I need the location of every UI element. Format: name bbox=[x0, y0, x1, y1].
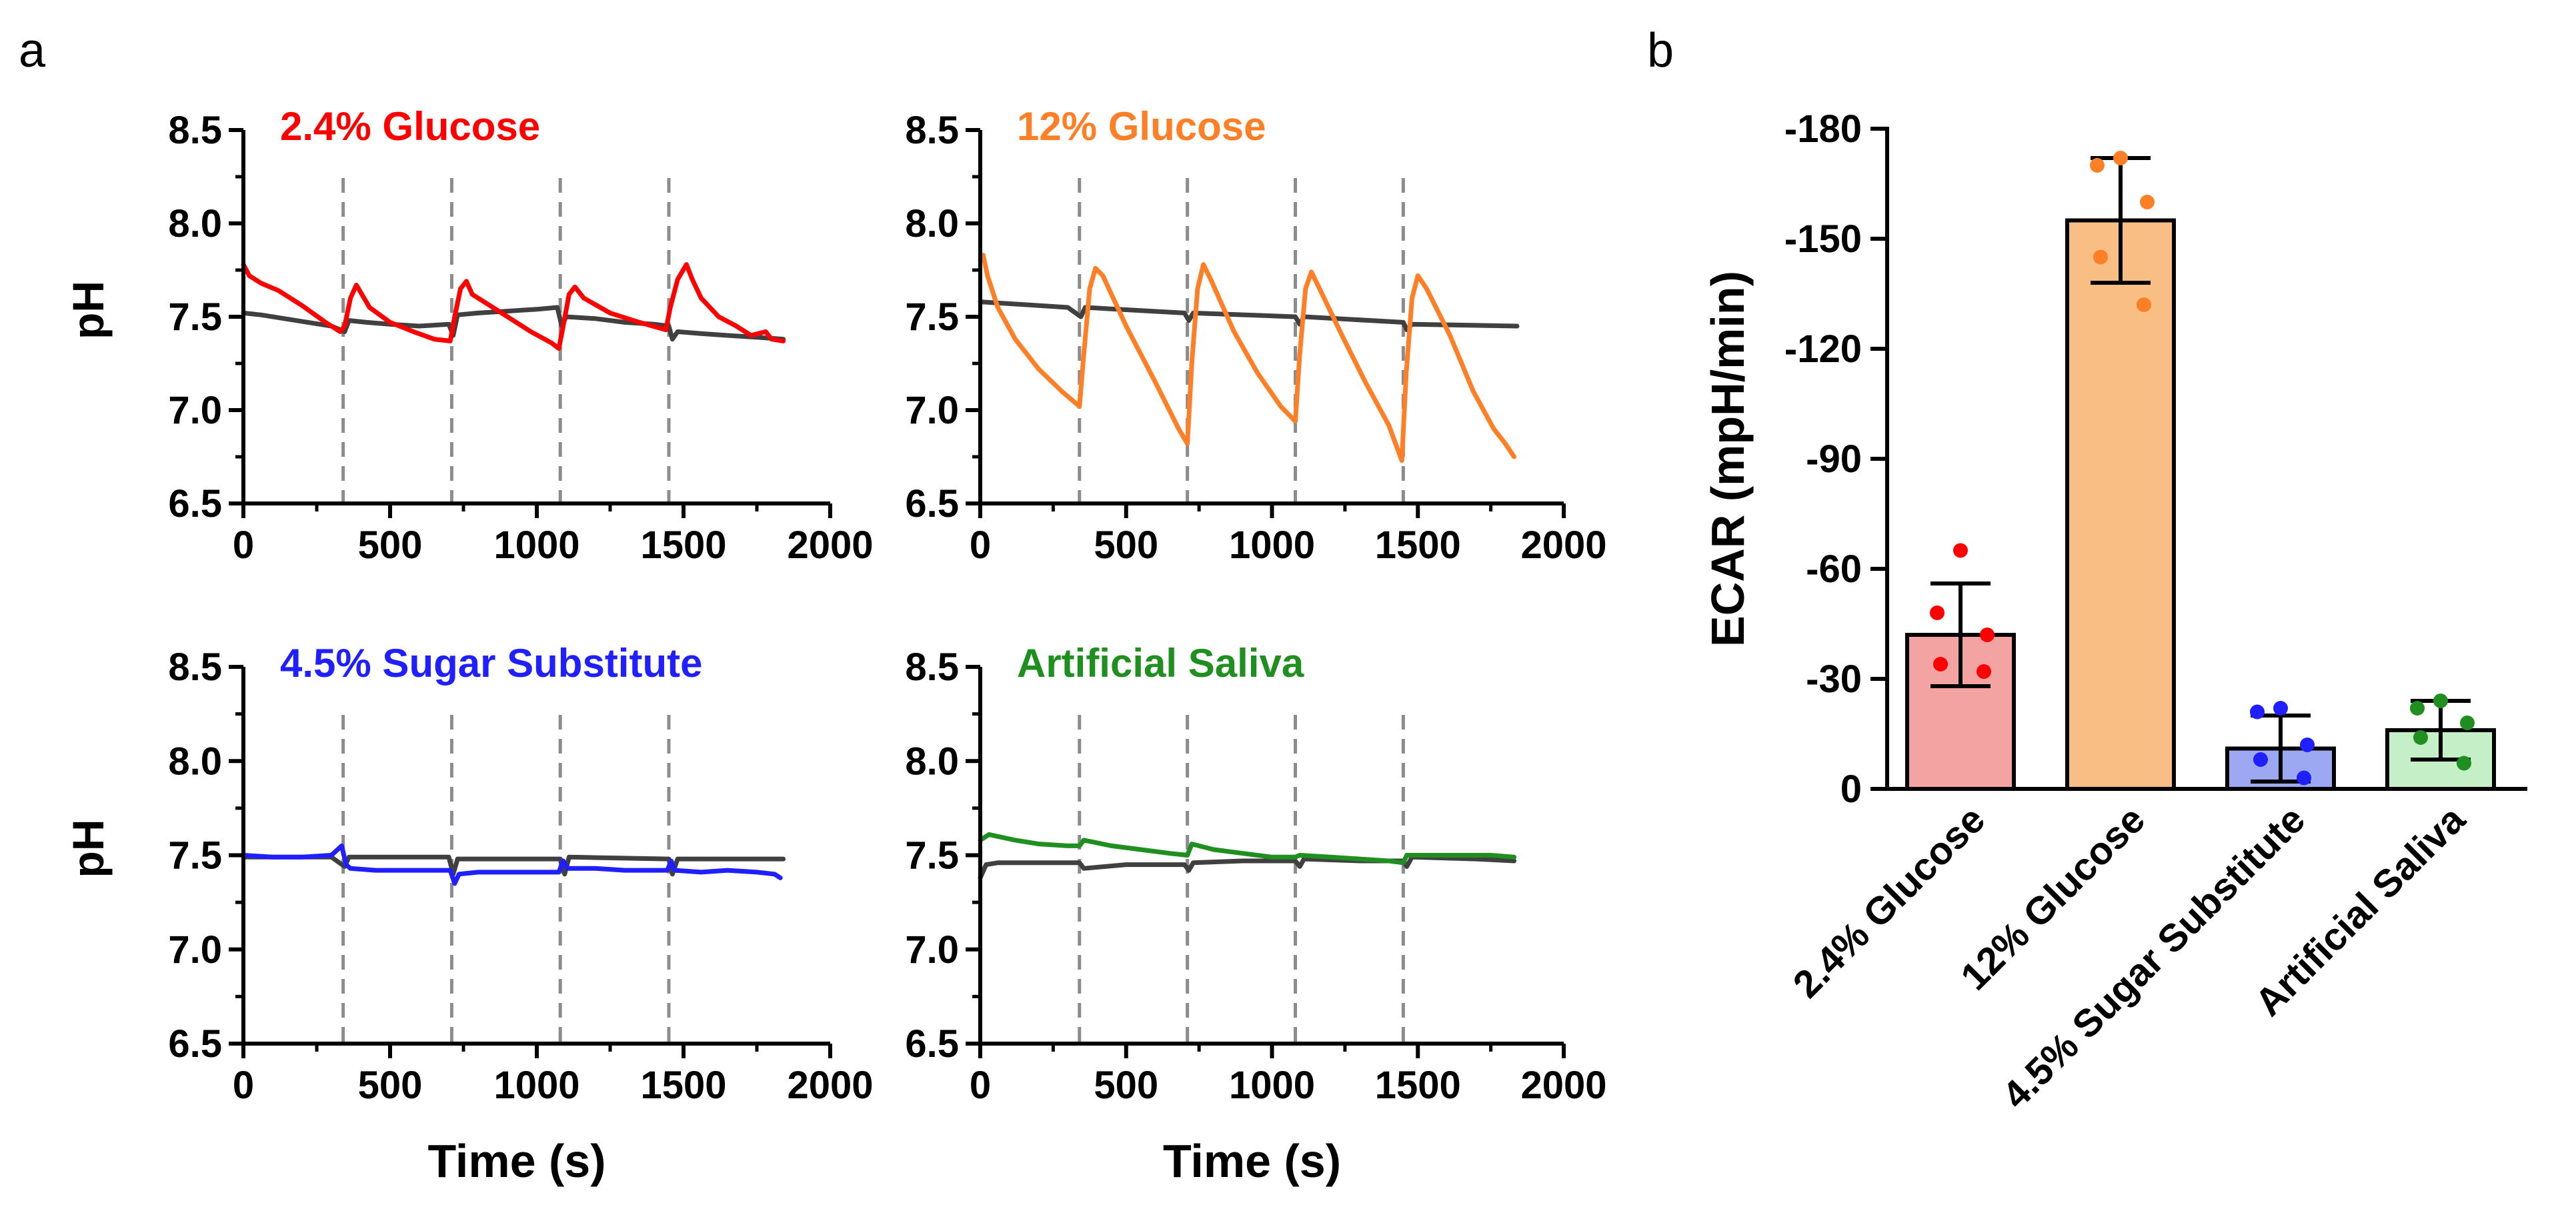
y-tick-label: -180 bbox=[1784, 107, 1862, 151]
data-point bbox=[2250, 704, 2265, 720]
chart-title: 2.4% Glucose bbox=[280, 104, 540, 149]
panel-label-a: a bbox=[19, 24, 46, 77]
y-tick-label: -60 bbox=[1806, 547, 1862, 591]
y-tick-label: -120 bbox=[1784, 327, 1862, 371]
x-tick-label: 2000 bbox=[787, 1064, 873, 1107]
x-tick-label: 0 bbox=[233, 523, 254, 567]
x-tick-label: 500 bbox=[1094, 1064, 1158, 1107]
chart-title: Artificial Saliva bbox=[1017, 641, 1304, 686]
data-point bbox=[1933, 657, 1948, 672]
y-tick-label: 7.5 bbox=[168, 834, 222, 878]
y-tick-label: 7.0 bbox=[905, 389, 959, 432]
data-point bbox=[2457, 756, 2471, 771]
data-point bbox=[2273, 701, 2288, 716]
y-tick-label: 7.5 bbox=[905, 834, 959, 878]
x-tick-label: 0 bbox=[970, 1064, 991, 1107]
data-point bbox=[1980, 628, 1995, 642]
series-line-12-glucose bbox=[978, 253, 1517, 463]
y-tick-label: -30 bbox=[1806, 658, 1862, 701]
y-tick-label: 7.5 bbox=[168, 295, 222, 339]
y-tick-label: 8.5 bbox=[905, 646, 959, 689]
x-tick-label: 0 bbox=[233, 1064, 254, 1107]
y-tick-label: 8.5 bbox=[168, 646, 222, 689]
panel-label-b: b bbox=[1647, 24, 1674, 77]
y-tick-label: 8.5 bbox=[905, 109, 959, 152]
x-tick-label: 1500 bbox=[1375, 1064, 1461, 1107]
series-line-artificial-saliva bbox=[978, 832, 1517, 866]
data-point bbox=[1930, 605, 1945, 620]
data-point bbox=[2137, 297, 2151, 312]
x-tick-label: 2000 bbox=[1520, 523, 1606, 567]
data-point bbox=[2413, 730, 2428, 745]
data-point bbox=[2140, 195, 2155, 209]
y-axis-label: pH bbox=[63, 820, 113, 878]
category-label: 4.5% Sugar Substitute bbox=[1994, 798, 2313, 1117]
y-tick-label: 6.5 bbox=[168, 1022, 222, 1066]
y-tick-label: -150 bbox=[1784, 217, 1862, 261]
x-tick-label: 500 bbox=[1094, 523, 1158, 567]
y-tick-label: 8.0 bbox=[905, 740, 959, 783]
x-tick-label: 500 bbox=[358, 523, 423, 567]
data-point bbox=[2433, 694, 2448, 708]
x-tick-label: 2000 bbox=[1520, 1064, 1606, 1107]
x-axis-label: Time (s) bbox=[427, 1135, 605, 1187]
y-tick-label: 6.5 bbox=[168, 482, 222, 525]
series-line-4-5-sugar-substitute bbox=[241, 843, 783, 886]
data-point bbox=[2297, 770, 2311, 786]
chart-title: 12% Glucose bbox=[1017, 104, 1266, 149]
series-line-2-4-glucose bbox=[241, 262, 786, 351]
line-chart-12-glucose: 6.5 7.0 7.5 8.0 8.5 0 500 1000 1500 2000 12% Gluco… bbox=[905, 104, 1606, 567]
x-tick-label: 1500 bbox=[640, 1064, 726, 1107]
line-chart-artificial-saliva: 6.5 7.0 7.5 8.0 8.5 0 500 1000 1500 2000 Artificia… bbox=[905, 641, 1606, 1187]
y-tick-label: 6.5 bbox=[905, 482, 959, 525]
y-tick-label: 8.5 bbox=[168, 109, 222, 152]
y-tick-label: 7.0 bbox=[168, 389, 222, 432]
y-tick-label: 8.0 bbox=[168, 202, 222, 245]
data-point bbox=[2113, 151, 2128, 165]
data-point bbox=[1953, 543, 1968, 558]
x-tick-label: 500 bbox=[358, 1064, 423, 1107]
y-tick-label: -90 bbox=[1806, 437, 1862, 481]
data-point bbox=[2300, 738, 2315, 752]
x-tick-label: 1000 bbox=[1229, 1064, 1315, 1107]
line-chart-sugar-substitute: 6.5 7.0 7.5 8.0 8.5 0 500 1000 1500 2000 4.5% Suga… bbox=[63, 641, 874, 1187]
x-tick-label: 2000 bbox=[787, 523, 873, 567]
y-tick-label: 0 bbox=[1840, 768, 1862, 811]
x-tick-label: 1000 bbox=[1229, 523, 1315, 567]
x-tick-label: 1500 bbox=[640, 523, 726, 567]
y-tick-label: 6.5 bbox=[905, 1022, 959, 1066]
x-tick-label: 1000 bbox=[493, 1064, 579, 1107]
x-axis-label: Time (s) bbox=[1163, 1135, 1341, 1187]
x-tick-label: 1500 bbox=[1375, 523, 1461, 567]
y-axis-label: pH bbox=[63, 281, 113, 339]
chart-title: 4.5% Sugar Substitute bbox=[280, 641, 702, 686]
data-point bbox=[2253, 752, 2268, 767]
y-axis-label: ECAR (mpH/min) bbox=[1702, 271, 1754, 647]
bar bbox=[2065, 218, 2176, 791]
data-point bbox=[2090, 158, 2105, 173]
x-tick-label: 1000 bbox=[493, 523, 579, 567]
y-tick-label: 7.0 bbox=[905, 928, 959, 972]
x-tick-label: 0 bbox=[970, 523, 991, 567]
data-point bbox=[2410, 701, 2425, 716]
y-tick-label: 7.5 bbox=[905, 295, 959, 339]
data-point bbox=[2093, 249, 2108, 265]
series-line-control bbox=[978, 854, 1517, 880]
y-tick-label: 7.0 bbox=[168, 928, 222, 972]
y-tick-label: 8.0 bbox=[168, 740, 222, 783]
line-chart-2-4-glucose: 6.5 7.0 7.5 8.0 8.5 0 500 1000 1500 2000 2.4% Gluc… bbox=[63, 104, 874, 567]
series-line-control bbox=[978, 299, 1520, 333]
y-tick-label: 8.0 bbox=[905, 202, 959, 245]
data-point bbox=[2460, 716, 2475, 730]
data-point bbox=[1977, 664, 1991, 679]
